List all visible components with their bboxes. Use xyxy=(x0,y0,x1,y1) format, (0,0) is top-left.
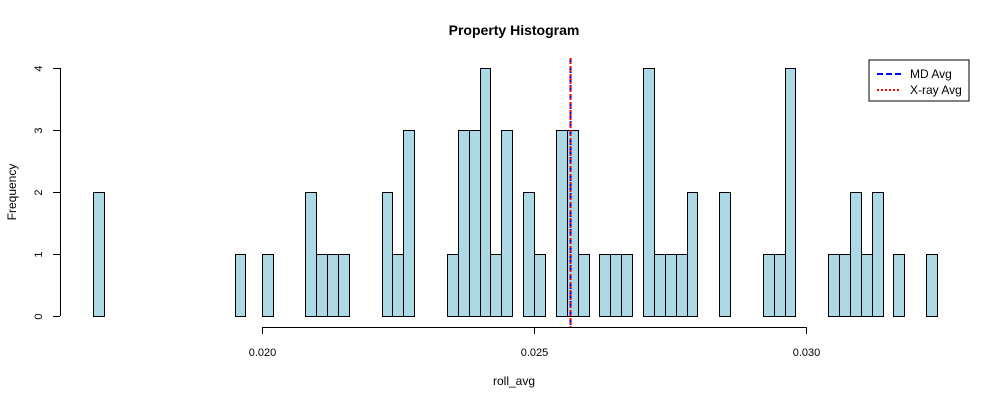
histogram-bar xyxy=(828,254,840,317)
histogram-bar xyxy=(926,254,938,317)
histogram-bar xyxy=(872,192,884,317)
histogram-bar xyxy=(850,192,862,317)
x-tick-label: 0.020 xyxy=(249,347,277,359)
legend-box xyxy=(868,59,970,102)
histogram-bar xyxy=(316,254,328,317)
y-axis: 0 1 2 3 4 xyxy=(33,65,61,320)
histogram-bar xyxy=(523,192,535,317)
histogram-bar xyxy=(610,254,622,317)
y-tick-label: 0 xyxy=(33,313,45,319)
legend-label-md-avg: MD Avg xyxy=(910,67,952,81)
histogram-bar xyxy=(93,192,105,317)
histogram-bar xyxy=(774,254,786,317)
x-tick-label: 0.025 xyxy=(521,347,549,359)
chart-title: Property Histogram xyxy=(449,22,580,38)
legend: MD Avg X-ray Avg xyxy=(868,59,970,102)
histogram-bar xyxy=(556,130,568,317)
histogram-bar xyxy=(469,130,481,317)
histogram-bar xyxy=(719,192,731,317)
x-tick-label: 0.030 xyxy=(793,347,821,359)
histogram-bar xyxy=(534,254,546,317)
histogram-bar xyxy=(599,254,611,317)
bars-layer xyxy=(93,68,938,317)
legend-label-x-ray-avg: X-ray Avg xyxy=(910,83,962,97)
x-axis-label: roll_avg xyxy=(493,374,535,388)
histogram-bar xyxy=(490,254,502,317)
histogram-bar xyxy=(785,68,796,317)
y-tick-label: 1 xyxy=(33,251,45,257)
y-tick-label: 2 xyxy=(33,189,45,195)
y-tick-label: 4 xyxy=(33,65,45,71)
histogram-bar xyxy=(676,254,688,317)
legend-entries: MD Avg X-ray Avg xyxy=(877,67,962,97)
histogram-bar xyxy=(687,192,698,317)
histogram-bar xyxy=(893,254,905,317)
histogram-bar xyxy=(621,254,633,317)
histogram-bar xyxy=(665,254,677,317)
histogram-bar xyxy=(447,254,459,317)
histogram-bar xyxy=(567,130,579,317)
histogram-bar xyxy=(578,254,590,317)
histogram-bar xyxy=(480,68,491,317)
histogram-bar xyxy=(839,254,851,317)
histogram-bar xyxy=(338,254,350,317)
histogram-bar xyxy=(392,254,404,317)
histogram-bar xyxy=(403,130,415,317)
x-axis: 0.020 0.025 0.030 xyxy=(249,327,821,359)
histogram-bar xyxy=(643,68,655,317)
histogram-bar xyxy=(458,130,470,317)
histogram-bar xyxy=(382,192,393,317)
histogram-bar xyxy=(305,192,317,317)
y-axis-ticks: 0 1 2 3 4 xyxy=(33,65,60,320)
histogram-bar xyxy=(763,254,775,317)
histogram-bar xyxy=(327,254,339,317)
histogram-bar xyxy=(235,254,246,317)
y-axis-label: Frequency xyxy=(5,164,19,221)
histogram-bar xyxy=(861,254,873,317)
y-tick-label: 3 xyxy=(33,127,45,133)
histogram-bar xyxy=(654,254,666,317)
histogram-bar xyxy=(501,130,513,317)
histogram-bar xyxy=(262,254,274,317)
x-axis-ticks: 0.020 0.025 0.030 xyxy=(249,327,821,359)
